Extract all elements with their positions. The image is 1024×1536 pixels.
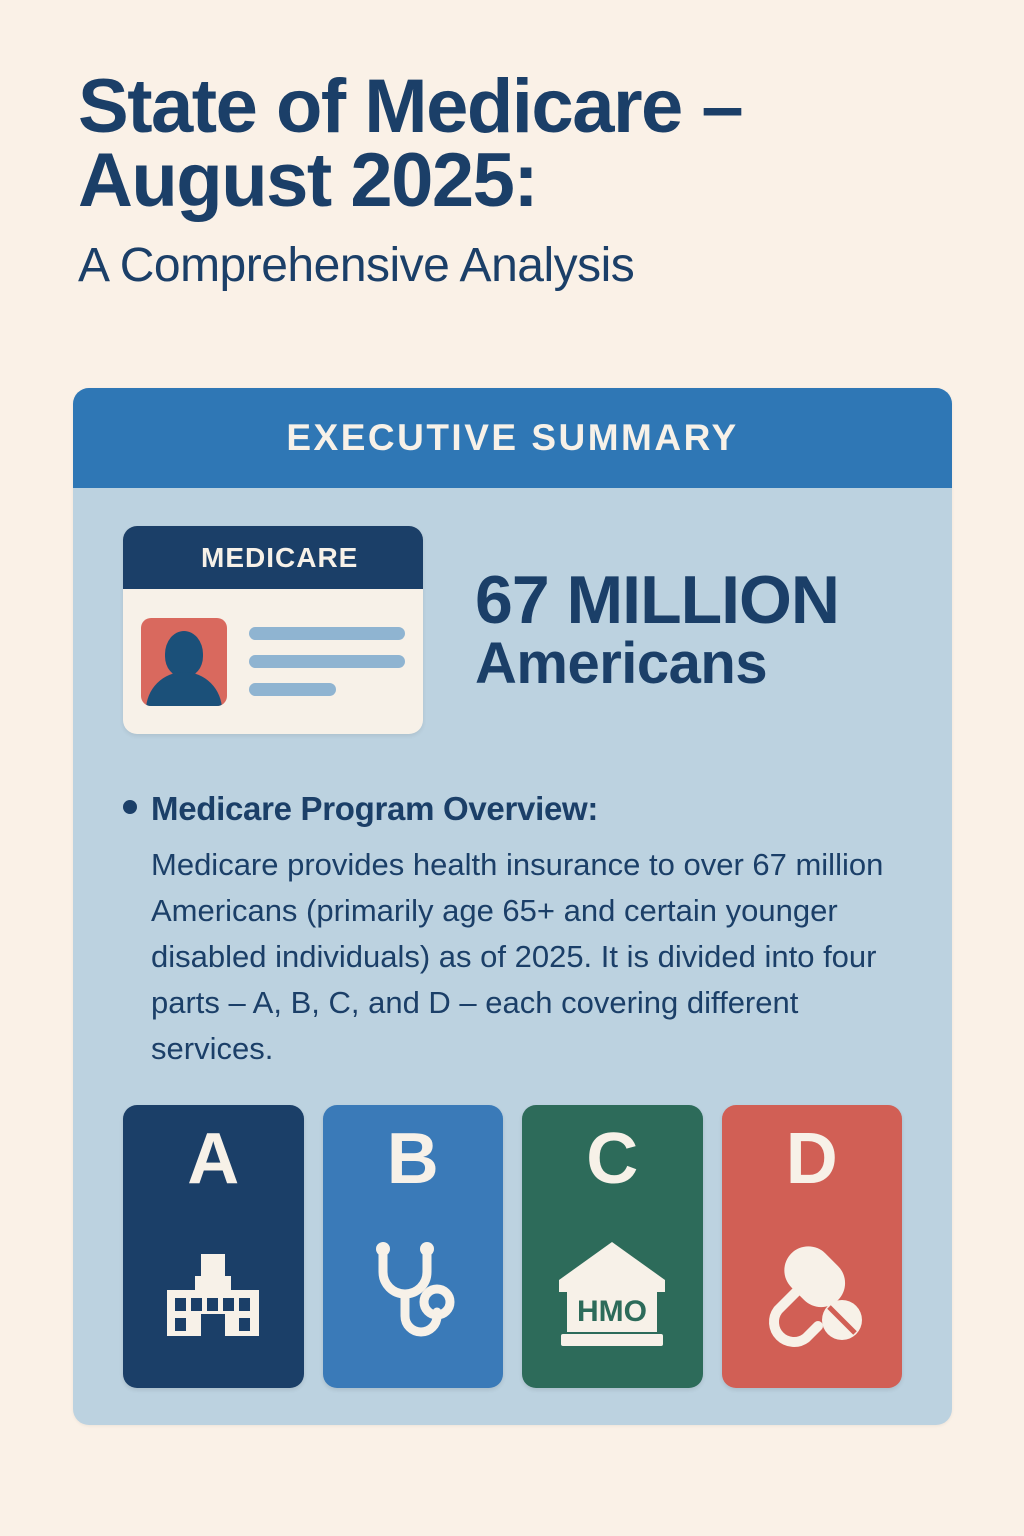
- bullet-title: Medicare Program Overview:: [151, 790, 599, 827]
- page-subtitle: A Comprehensive Analysis: [78, 238, 635, 292]
- pills-icon: [722, 1195, 903, 1388]
- id-card-line: [249, 627, 405, 640]
- stethoscope-icon: [323, 1195, 504, 1388]
- medicare-parts-row: A: [123, 1105, 903, 1389]
- flag-icon: [137, 541, 187, 574]
- card-header-label: EXECUTIVE SUMMARY: [286, 417, 739, 458]
- part-letter-b: B: [386, 1119, 439, 1200]
- bullet-dot-icon: [123, 800, 137, 814]
- stat-number: 67 MILLION: [475, 561, 840, 638]
- part-tile-d[interactable]: D: [721, 1105, 903, 1389]
- part-letter-a: A: [187, 1119, 240, 1200]
- id-card-header: MEDICARE: [123, 526, 423, 589]
- id-card-line: [249, 683, 337, 696]
- bullet-body-text: Medicare provides health insurance to ov…: [151, 847, 884, 1066]
- id-card-label: MEDICARE: [201, 541, 359, 573]
- hmo-building-icon: HMO: [522, 1195, 703, 1388]
- page-title: State of Medicare – August 2025:: [78, 64, 744, 224]
- hospital-icon: [123, 1195, 304, 1388]
- stat-label: Americans: [475, 630, 768, 696]
- part-letter-c: C: [586, 1119, 639, 1200]
- part-tile-a[interactable]: A: [123, 1105, 304, 1389]
- part-tile-c[interactable]: C HMO: [522, 1105, 703, 1389]
- executive-summary-card: EXECUTIVE SUMMARY MEDICARE: [73, 388, 952, 1425]
- hero-row: MEDICARE 67: [123, 526, 902, 734]
- id-card-detail-lines: [249, 627, 405, 696]
- part-tile-b[interactable]: B: [322, 1105, 504, 1389]
- title-block: State of Medicare – August 2025: A Compr…: [78, 64, 958, 292]
- id-card-line: [249, 655, 405, 668]
- stat-block: 67 MILLION Americans: [475, 566, 902, 695]
- program-overview-section: Medicare Program Overview: Medicare prov…: [123, 790, 902, 1071]
- card-body: MEDICARE 67: [73, 488, 952, 1389]
- bullet-heading-row: Medicare Program Overview:: [123, 790, 902, 828]
- part-letter-d: D: [785, 1119, 838, 1200]
- card-header-banner: EXECUTIVE SUMMARY: [73, 388, 952, 488]
- person-avatar-icon: [141, 617, 227, 706]
- id-card-body: [123, 589, 423, 734]
- hmo-label: HMO: [577, 1295, 647, 1328]
- medicare-id-card: MEDICARE: [123, 526, 423, 734]
